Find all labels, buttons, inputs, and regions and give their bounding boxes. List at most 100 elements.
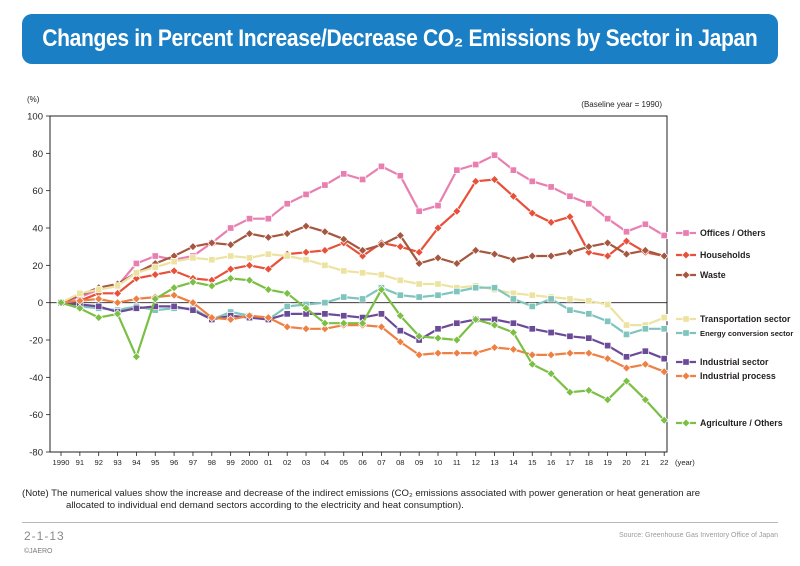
x-tick-label: 2000 bbox=[241, 458, 258, 467]
data-point bbox=[434, 325, 442, 333]
x-tick-label: 10 bbox=[434, 458, 442, 467]
y-tick-label: 40 bbox=[32, 224, 43, 235]
legend-marker bbox=[682, 315, 690, 323]
data-point bbox=[472, 284, 480, 292]
data-point bbox=[321, 261, 329, 269]
data-point bbox=[189, 254, 197, 262]
legend-label: Agriculture / Others bbox=[700, 418, 783, 428]
data-point bbox=[547, 295, 555, 303]
legend-label: Energy conversion sector bbox=[700, 328, 794, 338]
data-point bbox=[660, 325, 668, 333]
footnote: (Note) The numerical values show the inc… bbox=[22, 488, 782, 512]
x-tick-label: 13 bbox=[490, 458, 498, 467]
data-point bbox=[151, 252, 159, 260]
data-point bbox=[189, 306, 197, 314]
data-point bbox=[150, 270, 160, 280]
x-tick-label: 09 bbox=[415, 458, 423, 467]
legend-swatch bbox=[676, 270, 696, 280]
page-title: Changes in Percent Increase/Decrease CO₂… bbox=[42, 25, 758, 52]
data-point bbox=[490, 249, 500, 259]
x-tick-label: 16 bbox=[547, 458, 555, 467]
data-point bbox=[546, 217, 556, 227]
x-tick-label: 1990 bbox=[53, 458, 70, 467]
data-point bbox=[472, 160, 480, 169]
legend-label: Transportation sector bbox=[700, 314, 791, 324]
data-point bbox=[282, 288, 292, 298]
data-point bbox=[603, 395, 613, 405]
data-point bbox=[358, 318, 368, 328]
data-point bbox=[622, 321, 631, 329]
x-tick-label: 91 bbox=[76, 458, 84, 467]
footnote-line-2: allocated to individual end demand secto… bbox=[66, 500, 464, 511]
data-point bbox=[584, 247, 594, 257]
data-point bbox=[301, 247, 311, 257]
y-tick-label: -20 bbox=[29, 336, 43, 347]
data-point bbox=[659, 251, 669, 261]
data-point bbox=[565, 247, 575, 257]
data-point bbox=[76, 289, 84, 297]
data-point bbox=[395, 242, 405, 252]
data-point bbox=[358, 245, 368, 255]
data-point bbox=[508, 328, 518, 338]
x-tick-label: 95 bbox=[151, 458, 159, 467]
data-point bbox=[377, 162, 386, 170]
data-point bbox=[170, 258, 178, 266]
data-point bbox=[565, 387, 575, 397]
data-point bbox=[660, 231, 668, 240]
copyright: ©JAERO bbox=[24, 548, 53, 555]
data-point bbox=[150, 294, 160, 304]
data-point bbox=[433, 348, 443, 358]
x-tick-label: 18 bbox=[585, 458, 593, 467]
legend-item: Industrial sector bbox=[676, 355, 768, 369]
y-axis-unit: (%) bbox=[27, 95, 40, 104]
data-point bbox=[283, 302, 291, 310]
data-point bbox=[547, 328, 555, 337]
data-point bbox=[490, 320, 500, 330]
data-point bbox=[547, 183, 555, 191]
data-point bbox=[207, 281, 217, 291]
y-tick-label: 0 bbox=[38, 298, 43, 309]
data-point bbox=[566, 192, 574, 200]
data-point bbox=[283, 252, 291, 260]
data-point bbox=[245, 215, 254, 223]
data-point bbox=[113, 288, 123, 298]
data-point bbox=[395, 230, 405, 240]
data-point bbox=[263, 285, 273, 295]
data-point bbox=[433, 253, 443, 263]
series-line bbox=[60, 225, 665, 304]
data-point bbox=[415, 207, 423, 215]
data-point bbox=[415, 280, 423, 288]
data-point bbox=[433, 223, 443, 233]
data-point bbox=[490, 174, 500, 184]
data-point bbox=[245, 254, 254, 262]
legend-swatch bbox=[676, 329, 696, 337]
data-point bbox=[528, 177, 536, 185]
data-point bbox=[491, 151, 499, 159]
data-point bbox=[528, 302, 536, 310]
legend-marker bbox=[681, 371, 691, 381]
legend-item: Offices / Others bbox=[676, 226, 766, 240]
x-axis-unit: (year) bbox=[675, 458, 695, 467]
data-point bbox=[339, 318, 349, 328]
x-tick-label: 15 bbox=[528, 458, 536, 467]
data-point bbox=[94, 294, 104, 304]
legend-item: Agriculture / Others bbox=[676, 416, 783, 430]
data-point bbox=[584, 242, 594, 252]
x-tick-label: 97 bbox=[189, 458, 197, 467]
data-point bbox=[132, 259, 140, 268]
data-point bbox=[95, 286, 103, 294]
legend-item: Waste bbox=[676, 268, 726, 282]
data-point bbox=[452, 206, 462, 216]
x-tick-label: 92 bbox=[94, 458, 102, 467]
x-tick-label: 94 bbox=[132, 458, 140, 467]
x-tick-label: 14 bbox=[509, 458, 517, 467]
data-point bbox=[321, 181, 329, 189]
legend-swatch bbox=[676, 229, 696, 237]
data-point bbox=[376, 240, 386, 250]
data-point bbox=[546, 369, 556, 379]
data-point bbox=[227, 252, 235, 260]
y-tick-label: -40 bbox=[29, 373, 43, 384]
legend-item: Energy conversion sector bbox=[676, 326, 793, 340]
y-tick-label: 60 bbox=[32, 186, 43, 197]
data-point bbox=[603, 354, 613, 364]
